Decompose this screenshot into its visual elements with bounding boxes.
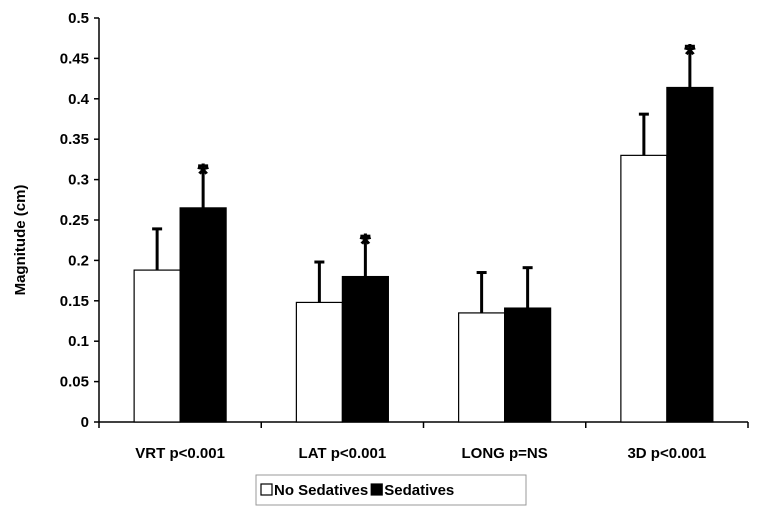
legend-label: No Sedatives [274,482,368,499]
x-tick-label: 3D p<0.001 [627,445,706,462]
y-tick-label: 0.35 [60,131,89,148]
y-tick-label: 0 [81,414,89,431]
y-tick-label: 0.05 [60,374,89,391]
x-tick-label: LAT p<0.001 [299,445,387,462]
legend-swatch [370,483,383,496]
labels: * VRT p<0.001 * LAT p<0.001 LONG p=NS * 3D p<0… [135,38,706,462]
bar-no-sedatives [458,312,506,423]
significance-marker: * [684,38,696,71]
bar-no-sedatives [295,301,343,423]
bar-sedatives [179,207,227,423]
y-axis-label: Magnitude (cm) [12,185,29,296]
legend-label: Sedatives [384,482,454,499]
significance-marker: * [197,158,209,191]
y-tick-label: 0.4 [68,91,90,108]
bar-no-sedatives [133,269,181,423]
bar-no-sedatives [620,154,668,423]
bar-sedatives [666,86,714,423]
y-tick-label: 0.5 [68,10,89,27]
bar-sedatives [341,275,389,423]
bar-sedatives [504,307,552,423]
y-tick-label: 0.15 [60,293,89,310]
legend: No Sedatives Sedatives [255,474,527,506]
y-tick-label: 0.2 [68,252,89,269]
y-tick-label: 0.3 [68,172,89,189]
y-tick-label: 0.1 [68,333,89,350]
legend-box [255,474,527,506]
y-tick-label: 0.45 [60,50,89,67]
axes: 0 0.05 0.1 0.15 0.2 0.25 0.3 0.35 0.4 0.45 0.5 [60,10,749,431]
x-tick-label: LONG p=NS [461,445,547,462]
x-tick-label: VRT p<0.001 [135,445,225,462]
y-tick-label: 0.25 [60,212,89,229]
significance-marker: * [360,228,372,261]
legend-swatch [260,483,273,496]
bars [133,44,714,423]
